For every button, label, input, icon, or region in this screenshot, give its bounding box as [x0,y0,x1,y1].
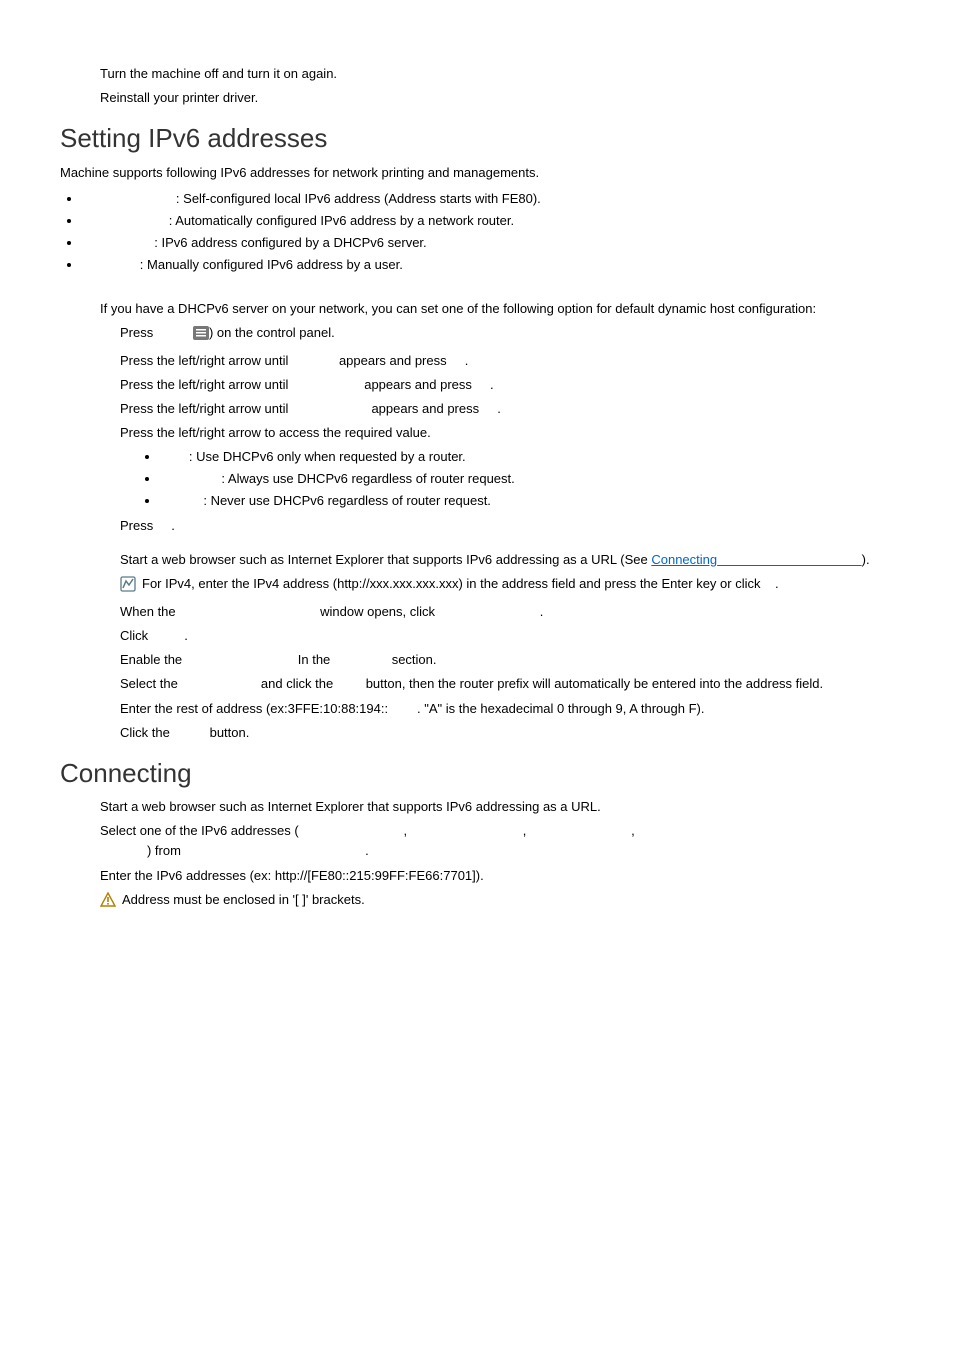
heading-connecting: Connecting [60,753,914,793]
arrow-step-end: . [497,401,501,416]
arrow-step-before: Press the left/right arrow until [120,353,292,368]
ipv4-note-end: . [775,576,779,591]
click-line: Click . [120,626,914,646]
press-end-before: Press [120,518,157,533]
ipv6-type-text: : Self-configured local IPv6 address (Ad… [176,191,541,206]
router-option-text: : Never use DHCPv6 regardless of router … [203,493,491,508]
press-menu-after: ) on the control panel. [209,325,335,340]
arrow-step-end: . [490,377,494,392]
start-browser-line: Start a web browser such as Internet Exp… [120,550,914,570]
select-line: Select the and click the button, then th… [120,674,914,694]
press-menu-line: Press ) on the control panel. [120,323,914,346]
connecting-line2: Select one of the IPv6 addresses ( , , ,… [100,821,914,861]
ipv4-note-main: For IPv4, enter the IPv4 address (http:/… [142,576,764,591]
heading-setting-ipv6: Setting IPv6 addresses [60,118,914,158]
ipv4-note-text: For IPv4, enter the IPv4 address (http:/… [142,574,779,594]
when-window-p1: When the [120,604,179,619]
when-window-p2: window opens, click [320,604,439,619]
c2-e: ) from [147,843,185,858]
enter-rest-p1: Enter the rest of address (ex:3FFE:10:88… [120,701,388,716]
start-browser-before: Start a web browser such as Internet Exp… [120,552,651,567]
connecting-link-text: Connecting [651,552,717,567]
router-option: : Never use DHCPv6 regardless of router … [160,491,914,511]
arrow-step: Press the left/right arrow until appears… [120,351,914,371]
ipv6-type-text: : IPv6 address configured by a DHCPv6 se… [154,235,426,250]
arrow-step: Press the left/right arrow until appears… [120,399,914,419]
c2-b: , [403,823,407,838]
enable-p1: Enable the [120,652,186,667]
arrow-step-before: Press the left/right arrow until [120,401,292,416]
ipv6-type-item: : IPv6 address configured by a DHCPv6 se… [82,233,914,253]
dhcp-intro: If you have a DHCPv6 server on your netw… [100,299,914,319]
setting-subtext: Machine supports following IPv6 addresse… [60,163,914,183]
ipv6-types-list: : Self-configured local IPv6 address (Ad… [60,189,914,276]
press-menu-before: Press [120,325,157,340]
when-window-p3: . [540,604,544,619]
ipv6-type-item: : Automatically configured IPv6 address … [82,211,914,231]
when-window-line: When the window opens, click . [120,602,914,622]
start-browser-after: ). [862,552,870,567]
c2-c: , [523,823,527,838]
ipv6-type-text: : Automatically configured IPv6 address … [169,213,514,228]
enable-p2: In the [298,652,334,667]
click-line-p2: . [184,628,188,643]
ipv6-type-item: : Self-configured local IPv6 address (Ad… [82,189,914,209]
arrow-step-mid: appears and press [371,401,482,416]
intro-line-1: Turn the machine off and turn it on agai… [100,64,914,84]
enable-p3: section. [392,652,437,667]
note-icon [120,576,136,598]
warning-icon [100,892,116,913]
c2-d: , [631,823,635,838]
select-p3: button, then the router prefix will auto… [366,676,823,691]
select-p2: and click the [261,676,337,691]
router-option-text: : Always use DHCPv6 regardless of router… [221,471,514,486]
ipv4-note-row: For IPv4, enter the IPv4 address (http:/… [120,574,914,598]
arrow-step-end: . [465,353,469,368]
press-end-line: Press . [120,516,914,536]
connecting-link-tail [717,552,861,567]
arrow-step-mid: appears and press [339,353,450,368]
click-button-p1: Click the [120,725,173,740]
connecting-line3: Enter the IPv6 addresses (ex: http://[FE… [100,866,914,886]
router-option-text: : Use DHCPv6 only when requested by a ro… [189,449,466,464]
menu-icon [193,326,209,346]
ipv6-type-item: : Manually configured IPv6 address by a … [82,255,914,275]
click-button-line: Click the button. [120,723,914,743]
enter-rest-p2: . "A" is the hexadecimal 0 through 9, A … [417,701,704,716]
enable-line: Enable the In the section. [120,650,914,670]
warning-text: Address must be enclosed in '[ ]' bracke… [122,890,365,910]
enter-rest-line: Enter the rest of address (ex:3FFE:10:88… [120,699,914,719]
c2-f: . [365,843,369,858]
click-button-p2: button. [210,725,250,740]
ipv6-type-text: : Manually configured IPv6 address by a … [140,257,403,272]
warning-row: Address must be enclosed in '[ ]' bracke… [100,890,914,913]
arrow-step: Press the left/right arrow until appears… [120,375,914,395]
access-value-line: Press the left/right arrow to access the… [120,423,914,443]
intro-line-2: Reinstall your printer driver. [100,88,914,108]
router-options-list: : Use DHCPv6 only when requested by a ro… [120,447,914,511]
connecting-line1: Start a web browser such as Internet Exp… [100,797,914,817]
arrow-step-before: Press the left/right arrow until [120,377,292,392]
router-option: : Always use DHCPv6 regardless of router… [160,469,914,489]
click-line-p1: Click [120,628,152,643]
press-end-dot: . [171,518,175,533]
arrow-step-mid: appears and press [364,377,475,392]
router-option: : Use DHCPv6 only when requested by a ro… [160,447,914,467]
select-p1: Select the [120,676,181,691]
c2-a: Select one of the IPv6 addresses ( [100,823,299,838]
connecting-link[interactable]: Connecting [651,552,861,567]
